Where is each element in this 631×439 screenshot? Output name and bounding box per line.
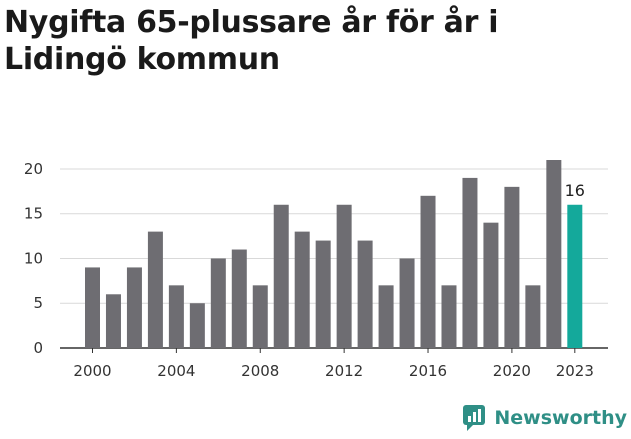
bar-2013 [357,240,373,348]
y-tick-label: 15 [24,205,43,223]
bar-2016 [420,195,436,348]
bar-2009 [273,204,289,348]
bar-2022 [546,160,562,348]
bar-2018 [462,177,478,348]
bar-2021 [525,285,541,348]
x-tick-label: 2020 [493,362,531,380]
x-tick-label: 2016 [409,362,447,380]
bar-2002 [126,267,142,348]
x-tick-label: 2000 [73,362,111,380]
y-tick-label: 0 [33,339,43,357]
data-label-2023: 16 [565,181,585,200]
bar-2000 [85,267,100,348]
bar-2006 [210,258,226,348]
x-axis-ticks: 2000 2004 2008 2012 2016 2020 2023 [73,348,594,380]
brand-logo: Newsworthy [462,403,627,433]
y-axis-ticks: 0 5 10 15 20 [24,160,43,357]
newsworthy-logo-icon [463,405,486,431]
bar-2015 [399,258,415,348]
x-tick-label: 2008 [241,362,279,380]
bar-2019 [483,222,499,348]
bar-2003 [147,231,163,348]
bar-2020 [504,186,520,348]
bar-2010 [294,231,310,348]
x-tick-label: 2012 [325,362,363,380]
bar-2008 [252,285,268,348]
bar-2011 [315,240,331,348]
bar-2023 [567,204,583,348]
x-tick-label: 2023 [556,362,594,380]
y-tick-label: 5 [33,294,43,312]
brand-name: Newsworthy [494,407,627,429]
x-tick-label: 2004 [157,362,195,380]
bars [85,160,583,348]
bar-2014 [378,285,394,348]
y-tick-label: 10 [24,249,43,267]
y-tick-label: 20 [24,160,43,178]
chart-title: Nygifta 65-plussare år för år i Lidingö … [4,5,499,77]
bar-2005 [189,303,205,348]
bar-2007 [231,249,247,348]
bar-2017 [441,285,457,348]
data-labels: 16 [565,181,585,200]
bar-2001 [105,294,121,348]
bar-2012 [336,204,352,348]
bar-2004 [168,285,184,348]
